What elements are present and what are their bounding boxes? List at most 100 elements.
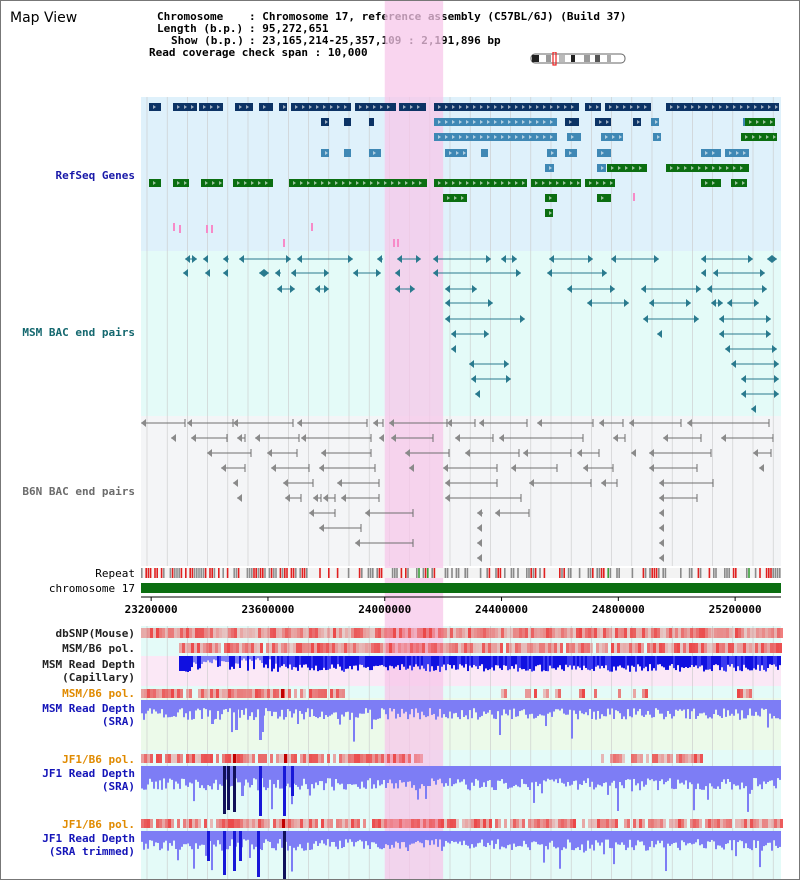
pol-cell (300, 689, 303, 698)
depth-bar (649, 831, 651, 847)
b6n-bac-track-label[interactable]: B6N BAC end pairs (22, 485, 135, 498)
bac-end-left-icon (207, 449, 212, 457)
depth-bar (337, 831, 339, 850)
dbsnp-cell (660, 628, 663, 638)
pol-cell (144, 754, 147, 763)
bac-end-left-icon (469, 360, 474, 368)
depth-bar (339, 700, 341, 725)
dbsnp-cell (168, 628, 171, 638)
depth-bar (183, 700, 185, 718)
depth-bar (215, 831, 217, 847)
dbsnp-cell (591, 628, 594, 638)
depth-bar (149, 700, 151, 709)
repeat-element (598, 568, 601, 578)
depth-bar (469, 766, 471, 791)
pol-cell (192, 754, 195, 763)
pol-cell (147, 689, 150, 698)
depth-bar (239, 656, 241, 668)
depth-bar (775, 700, 777, 719)
depth-bar (577, 831, 579, 848)
pol-cell (780, 819, 783, 828)
repeat-element (655, 568, 658, 578)
dbsnp-cell (606, 628, 609, 638)
depth-bar (507, 831, 509, 846)
depth-bar (701, 656, 703, 666)
depth-bar (435, 700, 437, 720)
repeat-element (286, 568, 288, 578)
gene-arrow-icon (712, 181, 715, 185)
depth-bar (293, 700, 295, 714)
depth-bar (205, 766, 207, 791)
pol-cell (348, 754, 351, 763)
depth-bar (207, 831, 210, 861)
depth-bar (435, 656, 437, 671)
dbsnp-cell (183, 628, 186, 638)
depth-bar (725, 766, 727, 784)
depth-bar (725, 831, 727, 845)
pol-cell (147, 819, 150, 828)
axis-tick-label: 23600000 (241, 603, 294, 616)
dbsnp-cell (549, 628, 552, 638)
depth-bar (425, 766, 427, 799)
gene-arrow-icon (740, 105, 743, 109)
gene-arrow-icon (735, 181, 738, 185)
gene-arrow-icon (733, 105, 736, 109)
depth-bar (601, 831, 603, 843)
depth-bar (741, 700, 743, 711)
pol-cell (189, 819, 192, 828)
depth-bar (255, 700, 257, 718)
depth-bar (503, 831, 505, 848)
dbsnp-cell (312, 628, 315, 638)
dbsnp-cell (171, 628, 174, 638)
pol-cell (153, 689, 156, 698)
depth-bar (769, 831, 771, 843)
depth-bar (273, 766, 275, 785)
pol-cell (243, 689, 246, 698)
depth-bar (179, 656, 191, 671)
depth-bar (331, 656, 333, 665)
depth-bar (185, 766, 187, 786)
repeat-element (213, 568, 216, 578)
pol-cell (441, 819, 444, 828)
bac-end-left-icon (529, 479, 534, 487)
bac-end-left-icon (629, 419, 634, 427)
depth-bar (669, 656, 671, 666)
gene-arrow-icon (184, 105, 187, 109)
depth-bar (223, 831, 226, 875)
repeat-element (319, 568, 321, 578)
depth-bar (505, 831, 507, 849)
repeat-element (185, 568, 187, 578)
chromosome-ideogram-icon[interactable] (529, 52, 629, 66)
gene-feature (745, 118, 775, 126)
depth-bar (439, 831, 441, 840)
depth-bar (481, 700, 483, 716)
dbsnp-cell (618, 628, 621, 638)
depth-bar (389, 656, 391, 666)
depth-bar (481, 656, 483, 665)
depth-bar (201, 831, 203, 845)
depth-bar (491, 831, 493, 841)
bac-end-right-icon (324, 269, 329, 277)
depth-bar (269, 766, 271, 780)
gene-arrow-icon (577, 181, 580, 185)
pol-cell (240, 689, 243, 698)
depth-bar (673, 831, 675, 843)
depth-bar (427, 700, 429, 717)
pol-cell (521, 643, 524, 653)
msm-bac-track-label[interactable]: MSM BAC end pairs (22, 326, 135, 339)
refseq-track-label[interactable]: RefSeq Genes (55, 169, 135, 182)
dbsnp-cell (261, 628, 264, 638)
depth-bar (231, 766, 233, 786)
pol-cell (699, 819, 702, 828)
pol-cell (456, 819, 459, 828)
depth-bar (411, 656, 413, 671)
gene-arrow-icon (373, 105, 376, 109)
bac-end-left-icon (267, 449, 272, 457)
depth-bar (603, 766, 605, 784)
repeat-element (202, 568, 205, 578)
depth-bar (697, 831, 699, 840)
pol-cell (177, 819, 180, 828)
repeat-element (609, 568, 612, 578)
gene-arrow-icon (601, 166, 604, 170)
